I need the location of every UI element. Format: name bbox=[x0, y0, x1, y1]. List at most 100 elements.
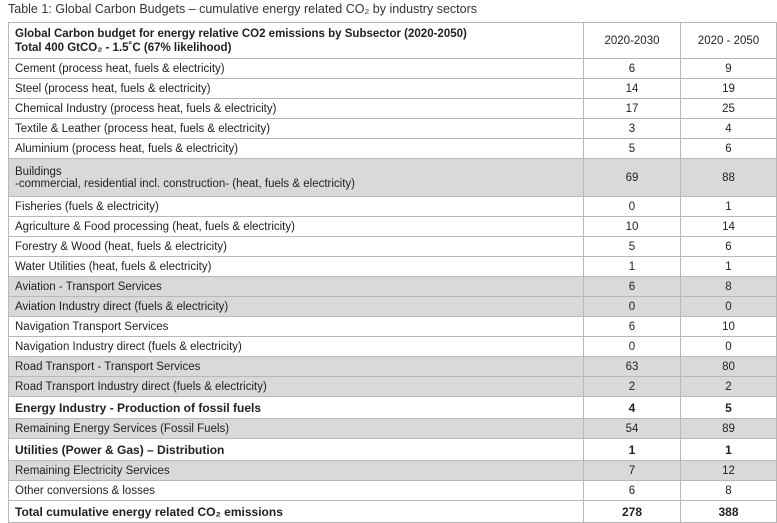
label-cell: Other conversions & losses bbox=[8, 480, 584, 501]
value-cell: 19 bbox=[680, 78, 777, 99]
table-row: Aluminium (process heat, fuels & electri… bbox=[8, 138, 777, 159]
table-row: Total cumulative energy related CO₂ emis… bbox=[8, 500, 777, 523]
table-row: Other conversions & losses 6 8 bbox=[8, 480, 777, 501]
value-cell: 17 bbox=[583, 98, 681, 119]
table-row: Agriculture & Food processing (heat, fue… bbox=[8, 216, 777, 237]
value-cell: 14 bbox=[583, 78, 681, 99]
value-cell: 0 bbox=[680, 296, 777, 317]
row-label: Remaining Electricity Services bbox=[15, 464, 170, 477]
row-label: Energy Industry - Production of fossil f… bbox=[15, 400, 262, 415]
row-label: Other conversions & losses bbox=[15, 484, 155, 497]
value-cell: 1 bbox=[680, 196, 777, 217]
label-cell: Chemical Industry (process heat, fuels &… bbox=[8, 98, 584, 119]
label-cell: Agriculture & Food processing (heat, fue… bbox=[8, 216, 584, 237]
table-row: Navigation Industry direct (fuels & elec… bbox=[8, 336, 777, 357]
table-row: Forestry & Wood (heat, fuels & electrici… bbox=[8, 236, 777, 257]
value-cell: 6 bbox=[583, 316, 681, 337]
row-label: Navigation Industry direct (fuels & elec… bbox=[15, 340, 242, 353]
label-cell: Fisheries (fuels & electricity) bbox=[8, 196, 584, 217]
table-row: Textile & Leather (process heat, fuels &… bbox=[8, 118, 777, 139]
column-header: 2020 - 2050 bbox=[680, 22, 777, 59]
value-cell: 80 bbox=[680, 356, 777, 377]
label-cell: Energy Industry - Production of fossil f… bbox=[8, 396, 584, 419]
table-row: Steel (process heat, fuels & electricity… bbox=[8, 78, 777, 99]
value-cell: 89 bbox=[680, 418, 777, 439]
value-cell: 5 bbox=[583, 138, 681, 159]
row-label: Agriculture & Food processing (heat, fue… bbox=[15, 220, 295, 233]
table-row: Utilities (Power & Gas) – Distribution 1 1 bbox=[8, 438, 777, 461]
value-cell: 14 bbox=[680, 216, 777, 237]
table-row: Buildings -commercial, residential incl. … bbox=[8, 158, 777, 197]
value-cell: 0 bbox=[583, 336, 681, 357]
value-cell: 4 bbox=[680, 118, 777, 139]
table: Global Carbon budget for energy relative… bbox=[8, 22, 777, 523]
row-label: Utilities (Power & Gas) – Distribution bbox=[15, 442, 225, 457]
value-cell: 7 bbox=[583, 460, 681, 481]
row-label: Cement (process heat, fuels & electricit… bbox=[15, 62, 225, 75]
table-row: Aviation Industry direct (fuels & electr… bbox=[8, 296, 777, 317]
value-cell: 10 bbox=[680, 316, 777, 337]
row-label: Water Utilities (heat, fuels & electrici… bbox=[15, 260, 212, 273]
label-cell: Remaining Electricity Services bbox=[8, 460, 584, 481]
row-label: Steel (process heat, fuels & electricity… bbox=[15, 82, 211, 95]
label-cell: Road Transport - Transport Services bbox=[8, 356, 584, 377]
row-label: Total cumulative energy related CO₂ emis… bbox=[15, 504, 283, 519]
row-label: Chemical Industry (process heat, fuels &… bbox=[15, 102, 277, 115]
value-cell: 3 bbox=[583, 118, 681, 139]
table-row: Remaining Energy Services (Fossil Fuels)… bbox=[8, 418, 777, 439]
row-sublabel: -commercial, residential incl. construct… bbox=[15, 177, 356, 190]
header-subtitle: Total 400 GtCO₂ - 1.5˚C (67% likelihood) bbox=[15, 41, 232, 54]
table-row: Chemical Industry (process heat, fuels &… bbox=[8, 98, 777, 119]
label-cell: Steel (process heat, fuels & electricity… bbox=[8, 78, 584, 99]
row-label: Aviation Industry direct (fuels & electr… bbox=[15, 300, 229, 313]
table-body: Cement (process heat, fuels & electricit… bbox=[8, 58, 777, 523]
table-row: Fisheries (fuels & electricity) 0 1 bbox=[8, 196, 777, 217]
row-label: Remaining Energy Services (Fossil Fuels) bbox=[15, 422, 230, 435]
row-label: Road Transport - Transport Services bbox=[15, 360, 201, 373]
label-cell: Textile & Leather (process heat, fuels &… bbox=[8, 118, 584, 139]
table-row: Road Transport - Transport Services 63 80 bbox=[8, 356, 777, 377]
value-cell: 8 bbox=[680, 480, 777, 501]
table-row: Navigation Transport Services 6 10 bbox=[8, 316, 777, 337]
row-label: Buildings bbox=[15, 165, 62, 178]
table-row: Cement (process heat, fuels & electricit… bbox=[8, 58, 777, 79]
table-row: Aviation - Transport Services 6 8 bbox=[8, 276, 777, 297]
table-row: Water Utilities (heat, fuels & electrici… bbox=[8, 256, 777, 277]
label-cell: Total cumulative energy related CO₂ emis… bbox=[8, 500, 584, 523]
value-cell: 8 bbox=[680, 276, 777, 297]
value-cell: 0 bbox=[680, 336, 777, 357]
value-cell: 6 bbox=[583, 480, 681, 501]
label-cell: Navigation Industry direct (fuels & elec… bbox=[8, 336, 584, 357]
value-cell: 2 bbox=[680, 376, 777, 397]
label-cell: Road Transport Industry direct (fuels & … bbox=[8, 376, 584, 397]
label-cell: Aviation Industry direct (fuels & electr… bbox=[8, 296, 584, 317]
value-cell: 9 bbox=[680, 58, 777, 79]
value-cell: 1 bbox=[583, 438, 681, 461]
value-cell: 88 bbox=[680, 158, 777, 197]
value-cell: 6 bbox=[680, 138, 777, 159]
table-row: Remaining Electricity Services 7 12 bbox=[8, 460, 777, 481]
label-cell: Aviation - Transport Services bbox=[8, 276, 584, 297]
row-label: Aviation - Transport Services bbox=[15, 280, 162, 293]
value-cell: 278 bbox=[583, 500, 681, 523]
value-cell: 0 bbox=[583, 296, 681, 317]
label-cell: Cement (process heat, fuels & electricit… bbox=[8, 58, 584, 79]
row-label: Navigation Transport Services bbox=[15, 320, 169, 333]
value-cell: 388 bbox=[680, 500, 777, 523]
value-cell: 25 bbox=[680, 98, 777, 119]
row-label: Textile & Leather (process heat, fuels &… bbox=[15, 122, 271, 135]
value-cell: 4 bbox=[583, 396, 681, 419]
value-cell: 6 bbox=[583, 276, 681, 297]
value-cell: 1 bbox=[680, 438, 777, 461]
value-cell: 10 bbox=[583, 216, 681, 237]
row-label: Forestry & Wood (heat, fuels & electrici… bbox=[15, 240, 227, 253]
value-cell: 63 bbox=[583, 356, 681, 377]
row-label: Fisheries (fuels & electricity) bbox=[15, 200, 159, 213]
label-cell: Navigation Transport Services bbox=[8, 316, 584, 337]
label-cell: Forestry & Wood (heat, fuels & electrici… bbox=[8, 236, 584, 257]
value-cell: 6 bbox=[583, 58, 681, 79]
value-cell: 12 bbox=[680, 460, 777, 481]
label-cell: Remaining Energy Services (Fossil Fuels) bbox=[8, 418, 584, 439]
value-cell: 6 bbox=[680, 236, 777, 257]
value-cell: 0 bbox=[583, 196, 681, 217]
